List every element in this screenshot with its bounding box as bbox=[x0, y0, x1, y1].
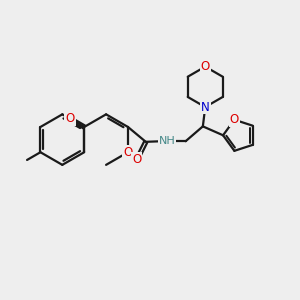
Text: O: O bbox=[230, 113, 239, 126]
Text: O: O bbox=[65, 112, 75, 125]
Text: O: O bbox=[123, 146, 133, 159]
Text: N: N bbox=[201, 100, 210, 114]
Text: O: O bbox=[201, 60, 210, 73]
Text: NH: NH bbox=[159, 136, 176, 146]
Text: O: O bbox=[132, 153, 142, 166]
